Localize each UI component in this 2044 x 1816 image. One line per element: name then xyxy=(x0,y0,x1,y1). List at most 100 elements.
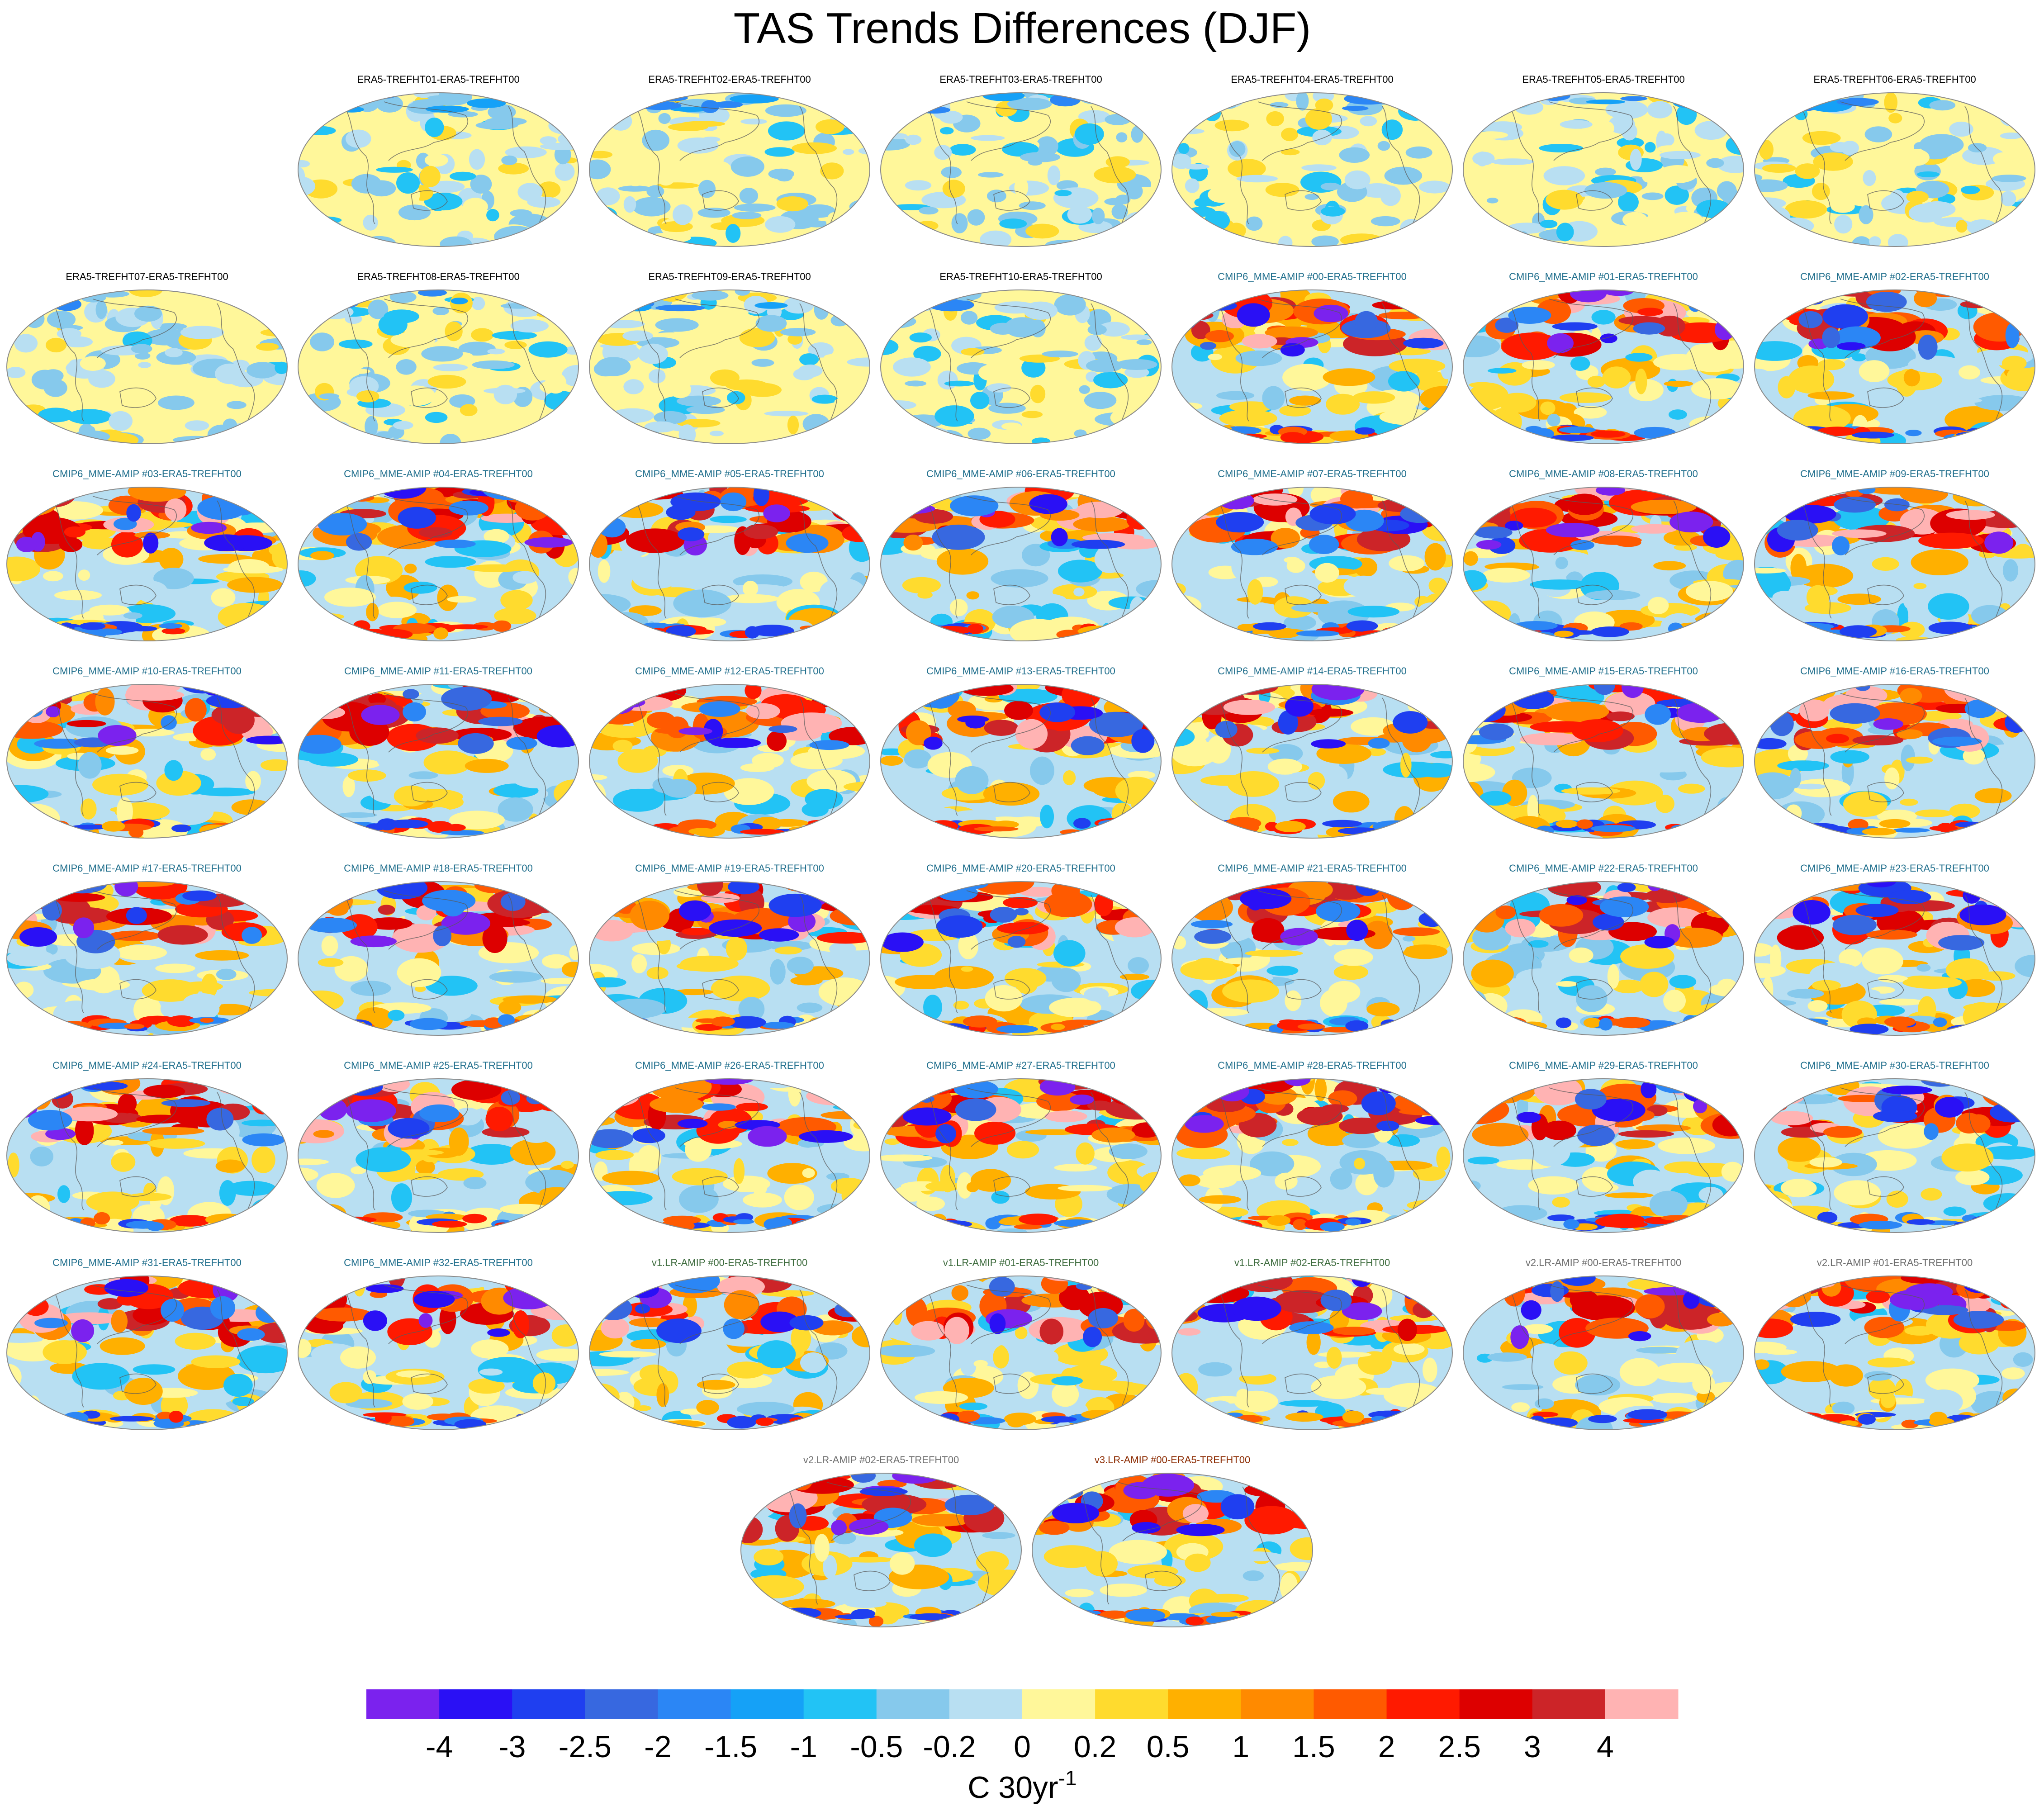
colorbar-tick-label: 0 xyxy=(1014,1730,1031,1764)
map-panel: CMIP6_MME-AMIP #24-ERA5-TREFHT00 xyxy=(6,1060,288,1233)
map-panel: CMIP6_MME-AMIP #06-ERA5-TREFHT00 xyxy=(880,468,1162,641)
map-panel: ERA5-TREFHT04-ERA5-TREFHT00 xyxy=(1171,74,1453,247)
colorbar-tick-label: -0.5 xyxy=(850,1730,903,1764)
panel-title: CMIP6_MME-AMIP #18-ERA5-TREFHT00 xyxy=(344,863,533,874)
colorbar-tick-label: 1.5 xyxy=(1292,1730,1335,1764)
map-panel: CMIP6_MME-AMIP #04-ERA5-TREFHT00 xyxy=(298,468,579,641)
map-panel: CMIP6_MME-AMIP #05-ERA5-TREFHT00 xyxy=(589,468,870,641)
map-panel: ERA5-TREFHT07-ERA5-TREFHT00 xyxy=(6,271,288,444)
globe-outline xyxy=(1463,1078,1744,1233)
colorbar-tick-label: -2.5 xyxy=(559,1730,612,1764)
map-panel: CMIP6_MME-AMIP #11-ERA5-TREFHT00 xyxy=(298,665,579,839)
panel-title: v3.LR-AMIP #00-ERA5-TREFHT00 xyxy=(1095,1454,1250,1465)
globe-outline xyxy=(298,881,579,1036)
map-panel: v2.LR-AMIP #00-ERA5-TREFHT00 xyxy=(1463,1257,1744,1430)
map-panel: ERA5-TREFHT03-ERA5-TREFHT00 xyxy=(880,74,1162,247)
map-panel: CMIP6_MME-AMIP #23-ERA5-TREFHT00 xyxy=(1754,863,2035,1036)
map-panel: v1.LR-AMIP #01-ERA5-TREFHT00 xyxy=(880,1257,1162,1430)
map-panel: CMIP6_MME-AMIP #20-ERA5-TREFHT00 xyxy=(880,863,1162,1036)
panel-title: ERA5-TREFHT08-ERA5-TREFHT00 xyxy=(357,271,519,282)
colorbar-tick-label: 2.5 xyxy=(1438,1730,1481,1764)
globe-outline xyxy=(298,487,579,641)
colorbar-swatch xyxy=(1168,1689,1241,1719)
map-panel: CMIP6_MME-AMIP #22-ERA5-TREFHT00 xyxy=(1463,863,1744,1036)
globe-outline xyxy=(589,684,870,839)
globe-outline xyxy=(298,92,579,247)
map-panel: CMIP6_MME-AMIP #21-ERA5-TREFHT00 xyxy=(1171,863,1453,1036)
panel-title: CMIP6_MME-AMIP #32-ERA5-TREFHT00 xyxy=(344,1257,533,1268)
panel-title: ERA5-TREFHT04-ERA5-TREFHT00 xyxy=(1231,74,1393,85)
panel-title: CMIP6_MME-AMIP #15-ERA5-TREFHT00 xyxy=(1509,665,1698,677)
globe-outline xyxy=(6,881,288,1036)
colorbar-swatch xyxy=(803,1689,877,1719)
panel-title: v1.LR-AMIP #02-ERA5-TREFHT00 xyxy=(1234,1257,1390,1268)
panel-title: CMIP6_MME-AMIP #22-ERA5-TREFHT00 xyxy=(1509,863,1698,874)
globe-outline xyxy=(1171,1078,1453,1233)
panel-title: CMIP6_MME-AMIP #04-ERA5-TREFHT00 xyxy=(344,468,533,479)
panel-title: CMIP6_MME-AMIP #23-ERA5-TREFHT00 xyxy=(1800,863,1989,874)
map-panel: CMIP6_MME-AMIP #17-ERA5-TREFHT00 xyxy=(6,863,288,1036)
colorbar-tick-label: -2 xyxy=(644,1730,671,1764)
globe-outline xyxy=(1171,92,1453,247)
panel-title: CMIP6_MME-AMIP #14-ERA5-TREFHT00 xyxy=(1218,665,1407,677)
panel-title: ERA5-TREFHT10-ERA5-TREFHT00 xyxy=(939,271,1102,282)
globe-outline xyxy=(1032,1473,1313,1627)
globe-outline xyxy=(1754,881,2035,1036)
panel-title: ERA5-TREFHT01-ERA5-TREFHT00 xyxy=(357,74,519,85)
globe-outline xyxy=(6,289,288,444)
map-panel: ERA5-TREFHT02-ERA5-TREFHT00 xyxy=(589,74,870,247)
globe-outline xyxy=(589,881,870,1036)
panel-title: ERA5-TREFHT03-ERA5-TREFHT00 xyxy=(939,74,1102,85)
panel-title: CMIP6_MME-AMIP #13-ERA5-TREFHT00 xyxy=(926,665,1115,677)
panel-title: CMIP6_MME-AMIP #11-ERA5-TREFHT00 xyxy=(344,665,532,677)
colorbar-tick-label: -3 xyxy=(498,1730,526,1764)
colorbar-units: C 30yr-1 xyxy=(967,1766,1077,1805)
colorbar-tick-label: 0.5 xyxy=(1147,1730,1190,1764)
globe-outline xyxy=(298,1275,579,1430)
colorbar-swatch xyxy=(1314,1689,1387,1719)
colorbar-swatch xyxy=(366,1689,440,1719)
panel-title: CMIP6_MME-AMIP #01-ERA5-TREFHT00 xyxy=(1509,271,1698,282)
panel-title: CMIP6_MME-AMIP #31-ERA5-TREFHT00 xyxy=(52,1257,242,1268)
panel-title: v1.LR-AMIP #00-ERA5-TREFHT00 xyxy=(652,1257,807,1268)
colorbar-tick-label: 3 xyxy=(1524,1730,1541,1764)
map-panel: CMIP6_MME-AMIP #14-ERA5-TREFHT00 xyxy=(1171,665,1453,839)
panel-title: ERA5-TREFHT09-ERA5-TREFHT00 xyxy=(648,271,811,282)
colorbar-swatch xyxy=(1532,1689,1606,1719)
colorbar-swatch xyxy=(1241,1689,1314,1719)
panel-title: CMIP6_MME-AMIP #26-ERA5-TREFHT00 xyxy=(635,1060,824,1071)
map-panel: CMIP6_MME-AMIP #18-ERA5-TREFHT00 xyxy=(298,863,579,1036)
map-panel: v1.LR-AMIP #02-ERA5-TREFHT00 xyxy=(1171,1257,1453,1430)
map-panel: CMIP6_MME-AMIP #32-ERA5-TREFHT00 xyxy=(298,1257,579,1430)
panel-title: CMIP6_MME-AMIP #00-ERA5-TREFHT00 xyxy=(1218,271,1407,282)
panel-title: CMIP6_MME-AMIP #10-ERA5-TREFHT00 xyxy=(52,665,242,677)
globe-outline xyxy=(880,1078,1162,1233)
panel-title: ERA5-TREFHT07-ERA5-TREFHT00 xyxy=(66,271,228,282)
map-panel: v1.LR-AMIP #00-ERA5-TREFHT00 xyxy=(589,1257,870,1430)
globe-outline xyxy=(740,1473,1022,1627)
map-panel: ERA5-TREFHT08-ERA5-TREFHT00 xyxy=(298,271,579,444)
map-panel: CMIP6_MME-AMIP #19-ERA5-TREFHT00 xyxy=(589,863,870,1036)
globe-outline xyxy=(298,684,579,839)
panel-title: CMIP6_MME-AMIP #17-ERA5-TREFHT00 xyxy=(52,863,242,874)
map-panel: ERA5-TREFHT01-ERA5-TREFHT00 xyxy=(298,74,579,247)
colorbar-tick-label: -1 xyxy=(790,1730,817,1764)
map-panel: CMIP6_MME-AMIP #28-ERA5-TREFHT00 xyxy=(1171,1060,1453,1233)
colorbar-tick-label: 2 xyxy=(1378,1730,1395,1764)
globe-outline xyxy=(1171,487,1453,641)
colorbar-swatch xyxy=(512,1689,585,1719)
globe-outline xyxy=(589,289,870,444)
panel-title: CMIP6_MME-AMIP #16-ERA5-TREFHT00 xyxy=(1800,665,1989,677)
colorbar-swatch xyxy=(1022,1689,1096,1719)
map-panel: CMIP6_MME-AMIP #08-ERA5-TREFHT00 xyxy=(1463,468,1744,641)
map-panel: CMIP6_MME-AMIP #27-ERA5-TREFHT00 xyxy=(880,1060,1162,1233)
globe-outline xyxy=(589,1078,870,1233)
colorbar-tick-label: 4 xyxy=(1597,1730,1614,1764)
panel-title: v2.LR-AMIP #01-ERA5-TREFHT00 xyxy=(1817,1257,1973,1268)
figure-title: TAS Trends Differences (DJF) xyxy=(734,4,1311,52)
globe-outline xyxy=(880,881,1162,1036)
map-panel: CMIP6_MME-AMIP #00-ERA5-TREFHT00 xyxy=(1171,271,1453,444)
panel-title: CMIP6_MME-AMIP #09-ERA5-TREFHT00 xyxy=(1800,468,1989,479)
colorbar-swatch xyxy=(949,1689,1023,1719)
colorbar-swatch xyxy=(876,1689,950,1719)
